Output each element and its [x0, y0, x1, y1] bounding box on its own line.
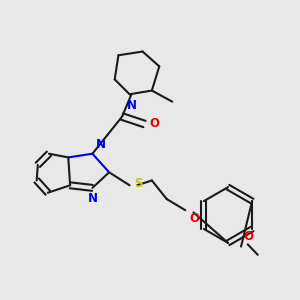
Text: O: O [243, 230, 253, 243]
Text: N: N [126, 99, 136, 112]
Text: N: N [96, 138, 106, 151]
Text: S: S [134, 177, 142, 190]
Text: N: N [88, 192, 98, 206]
Text: O: O [149, 117, 159, 130]
Text: O: O [189, 212, 199, 225]
